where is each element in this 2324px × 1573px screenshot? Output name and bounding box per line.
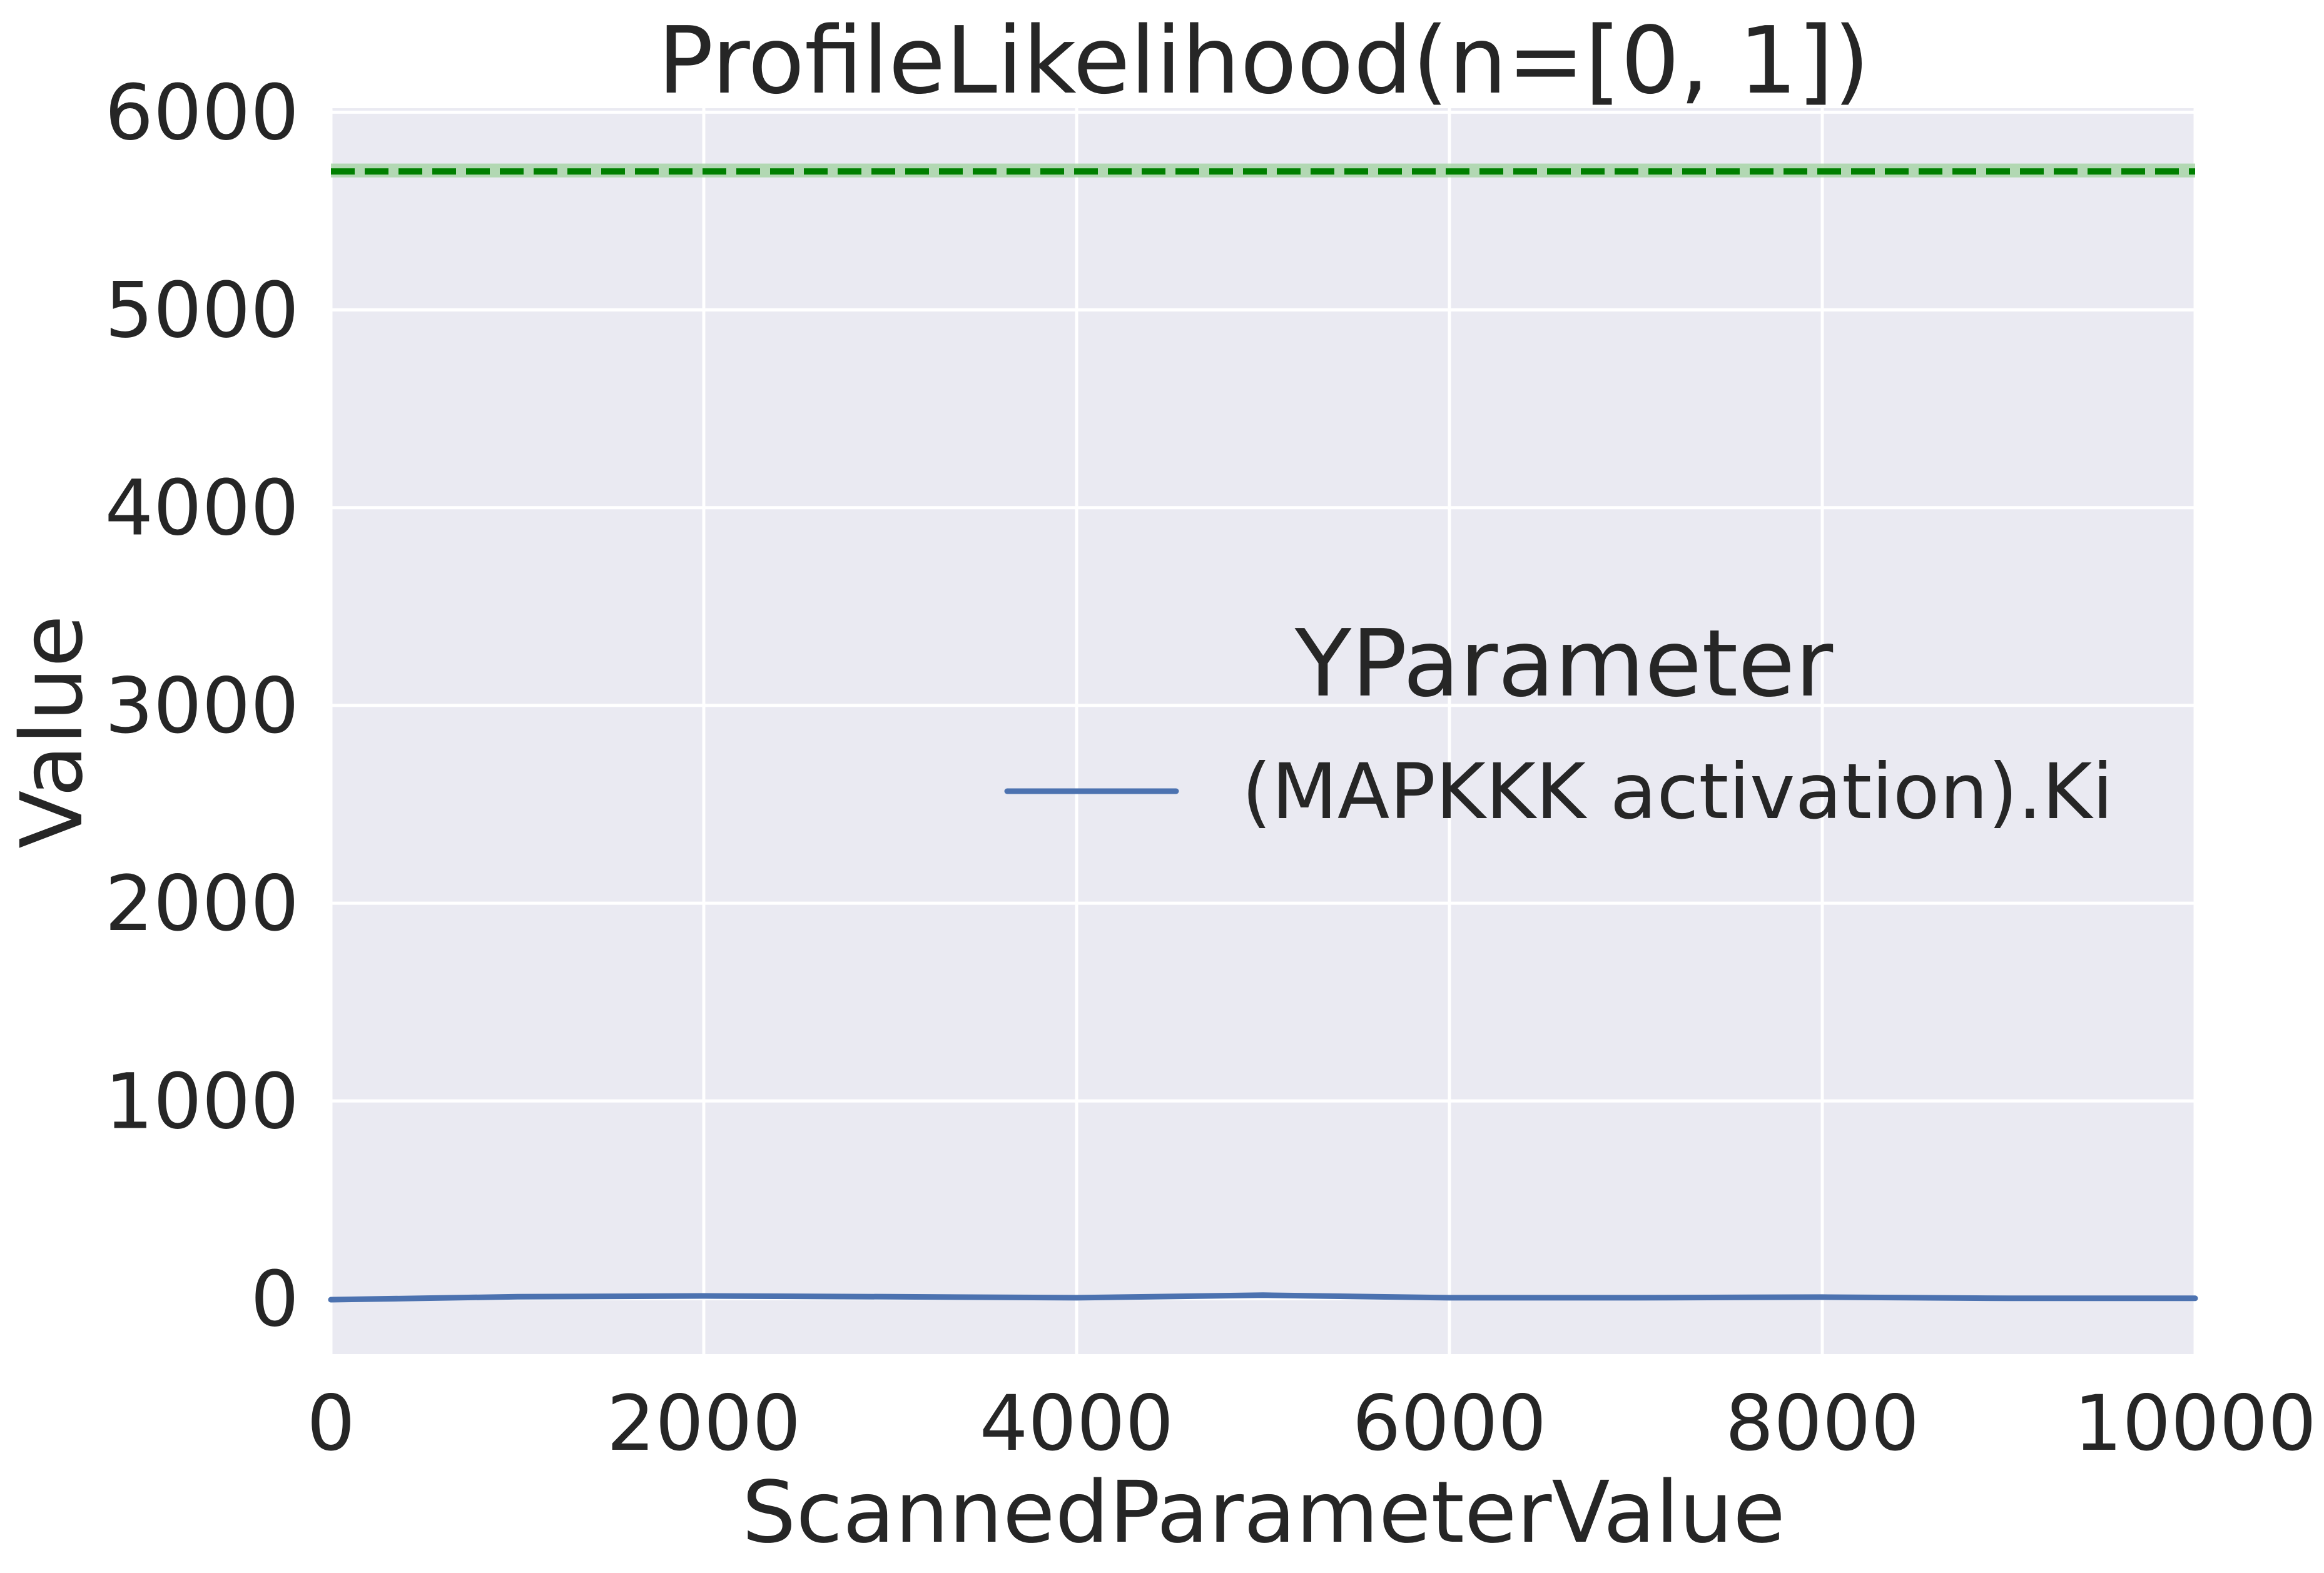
series-layer [328,1292,2198,1303]
y-tick-labels: 0 1000 2000 3000 4000 5000 6000 [105,68,299,1343]
x-tick-label: 8000 [1725,1379,1919,1468]
chart-title: ProfileLikelihood(n=[0, 1]) [657,7,1870,114]
series-line-0 [328,1292,2198,1303]
x-tick-label: 4000 [980,1379,1174,1468]
x-tick-label: 0 [307,1379,355,1468]
y-tick-label: 1000 [105,1057,299,1146]
x-gridlines [329,108,2197,1354]
legend: YParameter (MAPKKK activation).Ki [1004,610,2113,836]
y-tick-label: 2000 [105,859,299,948]
x-tick-labels: 0 2000 4000 6000 8000 10000 [307,1379,2316,1468]
y-tick-label: 4000 [105,464,299,553]
y-tick-label: 0 [250,1255,299,1343]
x-axis-title: ScannedParameterValue [742,1464,1785,1562]
legend-label: (MAPKKK activation).Ki [1242,747,2113,836]
x-tick-label: 2000 [607,1379,801,1468]
y-tick-label: 3000 [105,662,299,751]
x-tick-label: 10000 [2074,1379,2316,1468]
reference-band-layer [331,163,2195,178]
plot-area [331,108,2195,1354]
y-tick-label: 5000 [105,266,299,355]
legend-title: YParameter [1294,610,1834,717]
x-tick-label: 6000 [1352,1379,1546,1468]
y-axis-title: Value [3,615,102,848]
y-tick-label: 6000 [105,68,299,157]
